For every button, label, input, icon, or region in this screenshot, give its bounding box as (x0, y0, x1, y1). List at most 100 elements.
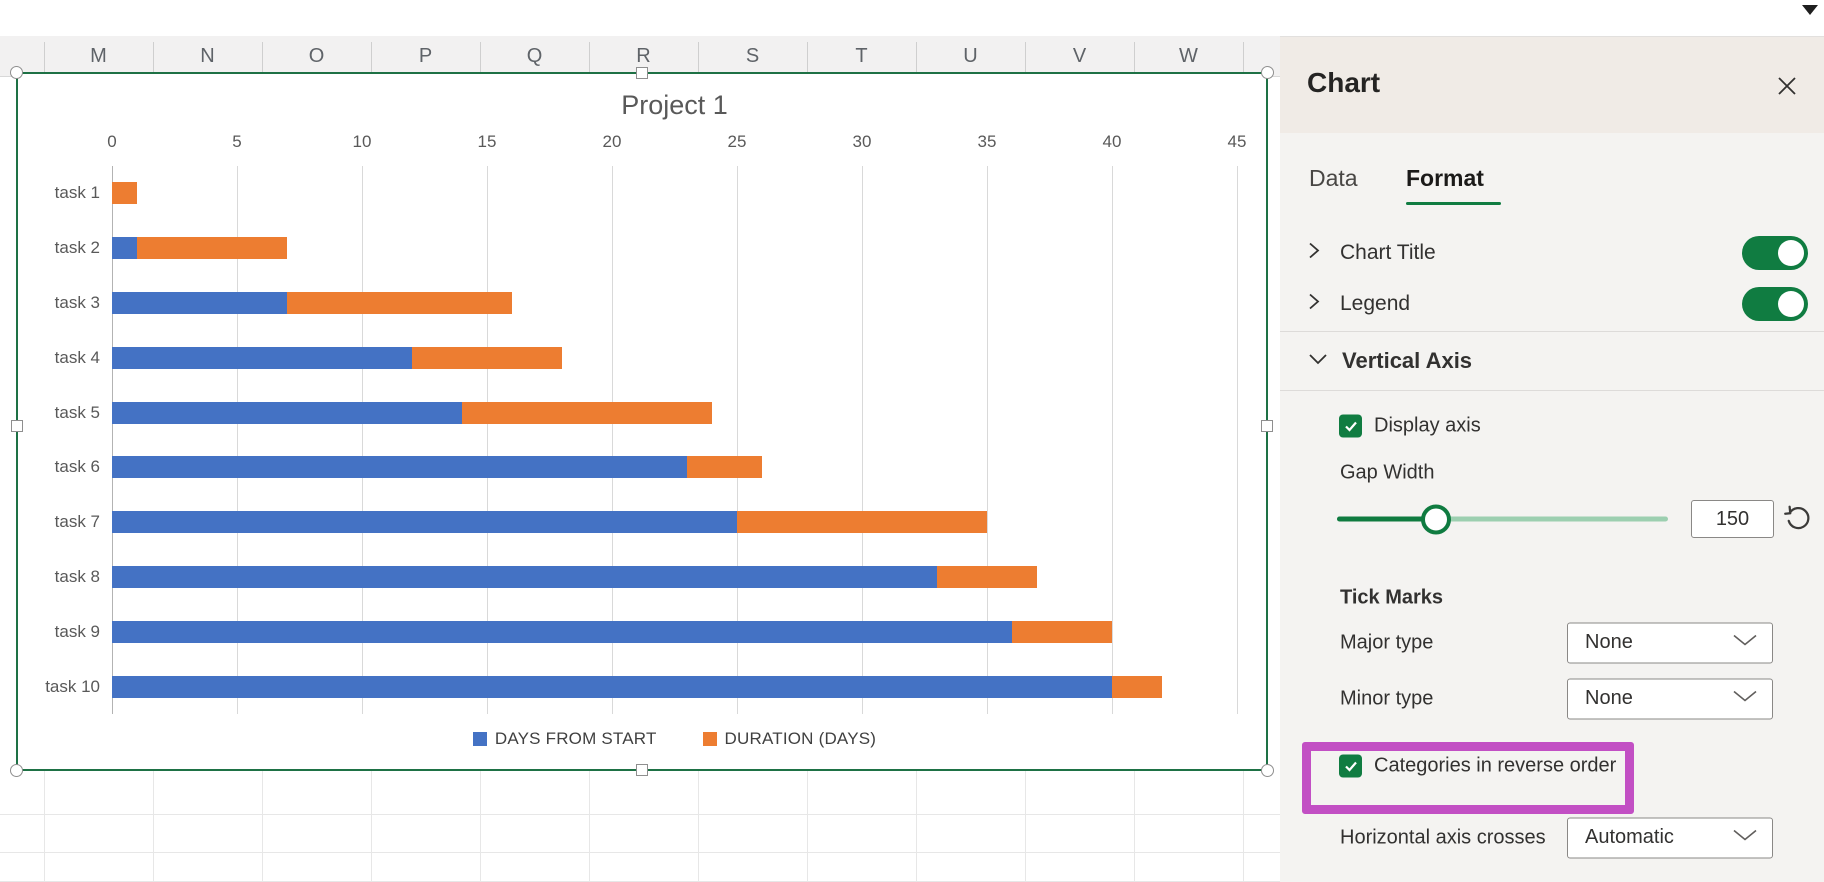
column-boundary (1243, 42, 1244, 77)
gap-width-slider[interactable] (1337, 504, 1668, 534)
chart-resize-handle-top-right[interactable] (1261, 66, 1274, 79)
row-categories-reverse: Categories in reverse order (1280, 749, 1824, 783)
bar-days-from-start[interactable] (112, 675, 1112, 698)
close-icon[interactable] (1770, 69, 1804, 103)
chart-resize-handle-top[interactable] (636, 67, 648, 79)
bar-duration[interactable] (136, 237, 287, 260)
bar-row-task-1[interactable] (112, 166, 1237, 221)
bar-days-from-start[interactable] (112, 237, 137, 260)
chart-resize-handle-right[interactable] (1261, 420, 1273, 432)
bar-row-task-5[interactable] (112, 385, 1237, 440)
bar-days-from-start[interactable] (112, 620, 1012, 643)
pane-title: Chart (1307, 67, 1381, 98)
display-axis-checkbox[interactable] (1339, 414, 1362, 438)
major-type-dropdown[interactable]: None (1567, 622, 1773, 663)
gridline (737, 166, 738, 714)
column-header-O[interactable]: O (308, 45, 325, 67)
column-header-N[interactable]: N (200, 45, 215, 67)
chart-title[interactable]: Project 1 (621, 90, 728, 120)
bar-duration[interactable] (937, 565, 1037, 588)
bar-duration[interactable] (287, 291, 512, 314)
column-header-Q[interactable]: Q (526, 45, 543, 67)
tab-format[interactable]: Format (1406, 165, 1484, 191)
row-gap-width-slider (1280, 497, 1824, 541)
reset-icon[interactable] (1782, 502, 1812, 537)
gridline (237, 166, 238, 714)
bar-row-task-10[interactable] (112, 659, 1237, 714)
bar-duration[interactable] (112, 182, 137, 205)
column-header-P[interactable]: P (418, 45, 433, 67)
minor-type-value: None (1585, 687, 1633, 709)
bar-days-from-start[interactable] (112, 291, 287, 314)
column-header-T[interactable]: T (855, 45, 868, 67)
legend-item[interactable]: DAYS FROM START (472, 729, 657, 749)
bar-days-from-start[interactable] (112, 346, 412, 369)
column-header-S[interactable]: S (745, 45, 760, 67)
bar-duration[interactable] (1112, 675, 1162, 698)
major-type-label: Major type (1340, 631, 1434, 653)
row-major-type: Major type None (1280, 622, 1824, 663)
bar-row-task-7[interactable] (112, 495, 1237, 550)
minor-type-label: Minor type (1340, 687, 1434, 709)
tab-data[interactable]: Data (1309, 165, 1358, 191)
chart-legend[interactable]: DAYS FROM START DURATION (DAYS) (112, 729, 1237, 749)
column-boundary (262, 42, 263, 77)
bar-row-task-4[interactable] (112, 330, 1237, 385)
bar-duration[interactable] (412, 346, 562, 369)
column-header-W[interactable]: W (1179, 45, 1198, 67)
vertical-axis-accordion[interactable]: Vertical Axis (1280, 331, 1824, 391)
category-label: task 4 (54, 347, 100, 367)
bar-days-from-start[interactable] (112, 511, 737, 534)
chevron-right-icon[interactable] (1308, 292, 1320, 317)
bar-duration[interactable] (687, 456, 762, 479)
chart-resize-handle-bottom-left[interactable] (10, 764, 23, 777)
category-label: task 10 (45, 676, 100, 696)
bar-row-task-8[interactable] (112, 550, 1237, 605)
chart-resize-handle-bottom-right[interactable] (1261, 764, 1274, 777)
column-header-M[interactable]: M (90, 45, 107, 67)
column-header-U[interactable]: U (963, 45, 978, 67)
gap-width-label: Gap Width (1340, 461, 1435, 484)
bar-duration[interactable] (737, 511, 987, 534)
legend-item[interactable]: DURATION (DAYS) (702, 729, 877, 749)
slider-knob[interactable] (1421, 504, 1452, 534)
gridline (487, 166, 488, 714)
row-tick-marks: Tick Marks (1280, 584, 1824, 612)
bar-row-task-6[interactable] (112, 440, 1237, 495)
bar-row-task-9[interactable] (112, 604, 1237, 659)
category-label: task 5 (54, 402, 100, 422)
x-tick-label: 0 (107, 132, 117, 151)
x-tick-label: 5 (232, 132, 242, 151)
column-boundary (371, 42, 372, 77)
chevron-right-icon[interactable] (1308, 241, 1320, 266)
bar-duration[interactable] (1012, 620, 1112, 643)
column-boundary (1025, 42, 1026, 77)
categories-reverse-checkbox[interactable] (1339, 754, 1362, 778)
category-label: task 8 (54, 566, 100, 586)
active-tab-underline (1406, 202, 1501, 205)
chart-resize-handle-top-left[interactable] (10, 66, 23, 79)
chevron-down-icon[interactable] (1308, 352, 1328, 370)
chart-title-toggle[interactable] (1742, 236, 1808, 270)
bar-days-from-start[interactable] (112, 456, 687, 479)
legend-toggle[interactable] (1742, 287, 1808, 321)
column-header-R[interactable]: R (636, 45, 651, 67)
bar-days-from-start[interactable] (112, 565, 937, 588)
column-boundary (698, 42, 699, 77)
chart-resize-handle-bottom[interactable] (636, 764, 648, 776)
chart-resize-handle-left[interactable] (11, 420, 23, 432)
category-label: task 2 (54, 238, 100, 258)
bar-duration[interactable] (462, 401, 712, 424)
bar-row-task-2[interactable] (112, 221, 1237, 276)
bar-days-from-start[interactable] (112, 401, 462, 424)
chevron-down-icon (1732, 690, 1758, 708)
bar-row-task-3[interactable] (112, 276, 1237, 331)
column-header-V[interactable]: V (1072, 45, 1087, 67)
axis-crosses-dropdown[interactable]: Automatic (1567, 817, 1773, 858)
chart-object[interactable]: Project 1 0 5 10 15 20 25 30 35 40 45 task 1 task … (10, 66, 1274, 777)
chart-title-label: Chart Title (1340, 241, 1436, 264)
minor-type-dropdown[interactable]: None (1567, 678, 1773, 719)
x-tick-label: 15 (477, 132, 497, 151)
gap-width-input[interactable] (1691, 500, 1774, 538)
